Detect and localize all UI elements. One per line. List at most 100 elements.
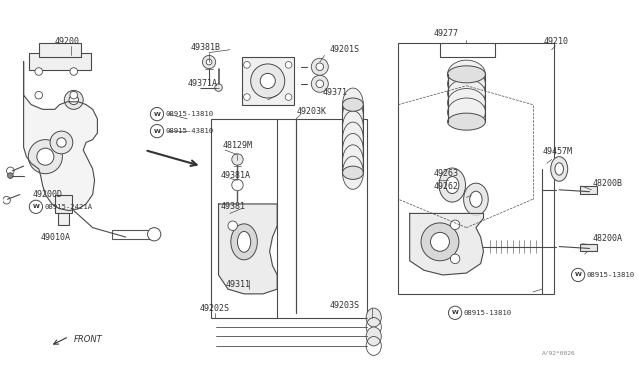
- Text: 49200: 49200: [55, 37, 80, 46]
- Text: W: W: [575, 272, 582, 278]
- Text: W: W: [452, 310, 458, 315]
- Ellipse shape: [342, 166, 364, 179]
- Text: 49381A: 49381A: [220, 171, 250, 180]
- Bar: [580, 244, 597, 251]
- Text: 49457M: 49457M: [542, 147, 572, 157]
- Ellipse shape: [231, 224, 257, 260]
- Circle shape: [232, 179, 243, 191]
- Bar: [58, 214, 69, 225]
- Text: 49381B: 49381B: [190, 44, 220, 52]
- Circle shape: [202, 55, 216, 69]
- Circle shape: [206, 59, 212, 65]
- Text: 48200B: 48200B: [593, 179, 622, 187]
- Circle shape: [70, 92, 77, 99]
- Text: 49263: 49263: [433, 169, 458, 178]
- Text: 48200A: 48200A: [593, 234, 622, 243]
- Text: 49210: 49210: [544, 37, 569, 46]
- Polygon shape: [24, 62, 97, 211]
- Circle shape: [70, 68, 77, 75]
- Text: 49203S: 49203S: [329, 301, 359, 310]
- Ellipse shape: [342, 122, 364, 155]
- Text: 49203K: 49203K: [296, 107, 326, 116]
- Circle shape: [37, 148, 54, 165]
- Ellipse shape: [445, 177, 459, 193]
- Circle shape: [150, 108, 164, 121]
- Circle shape: [316, 80, 324, 87]
- Circle shape: [69, 95, 79, 105]
- Circle shape: [285, 61, 292, 68]
- Ellipse shape: [342, 111, 364, 144]
- Circle shape: [449, 306, 461, 320]
- Text: 08915-13810: 08915-13810: [587, 272, 635, 278]
- Circle shape: [431, 232, 449, 251]
- Ellipse shape: [555, 163, 563, 175]
- Text: 49371: 49371: [323, 88, 348, 97]
- Ellipse shape: [447, 79, 485, 108]
- Ellipse shape: [342, 145, 364, 178]
- Text: 49381: 49381: [220, 202, 245, 211]
- Circle shape: [3, 196, 10, 204]
- Text: 49202S: 49202S: [200, 304, 230, 312]
- Ellipse shape: [470, 191, 482, 207]
- Circle shape: [215, 84, 222, 92]
- Ellipse shape: [447, 60, 485, 89]
- Bar: [580, 186, 597, 193]
- Text: 08915-43810: 08915-43810: [166, 128, 214, 134]
- Text: 08915-13810: 08915-13810: [166, 111, 214, 117]
- Ellipse shape: [447, 66, 485, 83]
- Text: 49201S: 49201S: [329, 45, 359, 54]
- Circle shape: [311, 75, 328, 92]
- Polygon shape: [218, 204, 277, 294]
- Text: W: W: [154, 129, 161, 134]
- Circle shape: [316, 63, 324, 71]
- Circle shape: [232, 154, 243, 165]
- Text: 49371A: 49371A: [188, 79, 218, 88]
- Bar: [29, 52, 91, 70]
- Ellipse shape: [447, 70, 485, 98]
- Ellipse shape: [439, 168, 465, 202]
- Circle shape: [285, 94, 292, 100]
- Circle shape: [57, 138, 66, 147]
- Ellipse shape: [463, 183, 488, 215]
- Circle shape: [8, 173, 13, 179]
- Bar: [398, 43, 554, 294]
- Ellipse shape: [447, 113, 485, 130]
- Ellipse shape: [550, 157, 568, 181]
- Circle shape: [50, 131, 73, 154]
- Bar: [211, 119, 367, 318]
- Circle shape: [244, 94, 250, 100]
- Bar: [111, 230, 154, 239]
- Circle shape: [421, 223, 459, 261]
- Text: 48129M: 48129M: [222, 141, 252, 150]
- Text: 49010A: 49010A: [40, 232, 70, 241]
- Bar: [242, 57, 294, 105]
- Text: FRONT: FRONT: [74, 335, 102, 344]
- Ellipse shape: [342, 99, 364, 132]
- Ellipse shape: [366, 327, 381, 346]
- Circle shape: [311, 58, 328, 75]
- Ellipse shape: [447, 89, 485, 117]
- Circle shape: [228, 221, 237, 231]
- Text: 49262: 49262: [433, 182, 458, 192]
- Circle shape: [148, 228, 161, 241]
- Text: W: W: [33, 204, 39, 209]
- Circle shape: [150, 125, 164, 138]
- Circle shape: [64, 90, 83, 109]
- Ellipse shape: [237, 231, 251, 252]
- Circle shape: [35, 92, 42, 99]
- Text: 08915-13810: 08915-13810: [463, 310, 512, 316]
- Circle shape: [28, 140, 62, 174]
- Circle shape: [251, 64, 285, 98]
- Ellipse shape: [342, 88, 364, 121]
- Polygon shape: [410, 214, 483, 275]
- Circle shape: [260, 73, 275, 89]
- Circle shape: [451, 220, 460, 230]
- Ellipse shape: [366, 308, 381, 327]
- Circle shape: [244, 61, 250, 68]
- Circle shape: [6, 167, 14, 174]
- Bar: [55, 195, 72, 214]
- Circle shape: [572, 268, 585, 282]
- Text: 49311: 49311: [225, 280, 250, 289]
- Ellipse shape: [447, 98, 485, 126]
- Text: W: W: [154, 112, 161, 116]
